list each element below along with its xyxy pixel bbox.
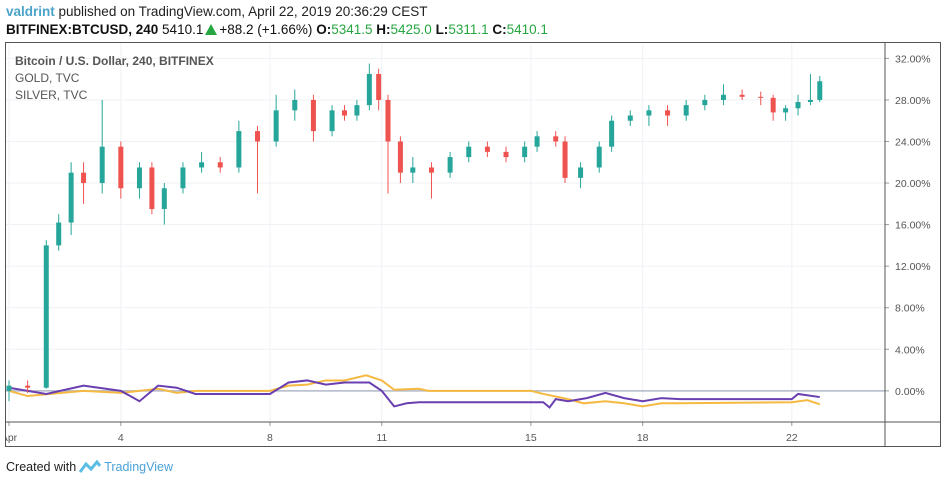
symbol-info: BITFINEX:BTCUSD, 240 5410.1 +88.2 (+1.66%… [6, 22, 548, 37]
legend-silver: SILVER, TVC [15, 88, 88, 102]
candle-body [627, 115, 633, 121]
symbol-name: BITFINEX:BTCUSD, 240 [6, 22, 159, 37]
candle-body [758, 96, 764, 98]
candle-body [136, 167, 142, 189]
candle-body [310, 99, 316, 132]
candle-body [503, 151, 509, 158]
chart-legend: Bitcoin / U.S. Dollar, 240, BITFINEX GOL… [15, 53, 214, 104]
candle-body [118, 146, 124, 189]
candle-body [702, 99, 708, 106]
y-tick-label: 12.00% [895, 261, 931, 273]
candle-body [376, 73, 382, 100]
candle-body [807, 99, 813, 103]
legend-main-series: Bitcoin / U.S. Dollar, 240, BITFINEX [15, 54, 214, 68]
y-tick-label: 16.00% [895, 220, 931, 232]
up-arrow-icon [205, 24, 218, 35]
candle-body [341, 110, 347, 116]
candle-body [199, 162, 205, 168]
low-label: L: [435, 22, 449, 37]
chart-frame [5, 42, 941, 447]
open-label: O: [316, 22, 332, 37]
candle-body [385, 99, 391, 142]
candle-body [646, 110, 652, 116]
x-tick-label: 22 [786, 432, 798, 444]
candle-body [81, 172, 87, 184]
y-tick-label: 28.00% [895, 95, 931, 107]
candle-body [273, 110, 279, 142]
candle-body [553, 136, 559, 142]
open-value: 5341.5 [331, 22, 373, 37]
line-series-gold [8, 374, 821, 408]
high-label: H: [376, 22, 391, 37]
candle-body [43, 245, 49, 388]
candle-body [783, 108, 789, 113]
tradingview-logo-icon [79, 460, 102, 473]
x-tick-label: 18 [637, 432, 649, 444]
candle-body [484, 146, 490, 152]
publish-text: published on TradingView.com, April 22, … [58, 4, 428, 19]
candle-body [149, 167, 155, 210]
y-tick-label: 32.00% [895, 53, 931, 65]
x-tick-label: Apr [5, 432, 18, 444]
y-tick-label: 0.00% [895, 386, 925, 398]
candle-body [795, 102, 801, 109]
candle-body [770, 97, 776, 113]
candle-body [466, 146, 472, 158]
x-tick-label: 8 [267, 432, 273, 444]
candle-body [236, 131, 242, 168]
candle-body [366, 73, 372, 106]
footer: Created with TradingView [6, 460, 173, 474]
candle-body [410, 167, 416, 173]
x-tick-label: 11 [376, 432, 387, 444]
candle-body [683, 105, 689, 116]
x-tick-label: 15 [525, 432, 537, 444]
candle-body [428, 167, 434, 173]
candle-body [329, 110, 335, 132]
y-tick-label: 4.00% [895, 344, 925, 356]
candle-body [25, 385, 31, 388]
candle-body [6, 385, 12, 391]
candle-body [739, 94, 745, 97]
candle-body [354, 105, 360, 116]
low-value: 5311.1 [448, 22, 489, 37]
candle-body [161, 188, 167, 210]
y-tick-label: 20.00% [895, 178, 931, 190]
candle-body [817, 81, 823, 100]
candle-body [665, 110, 671, 116]
y-tick-label: 8.00% [895, 303, 925, 315]
line-series-silver [8, 379, 820, 409]
candle-body [68, 172, 74, 223]
x-tick-label: 4 [118, 432, 124, 444]
close-value: 5410.1 [506, 22, 548, 37]
legend-gold: GOLD, TVC [15, 71, 80, 85]
price-chart[interactable]: 32.00% 28.00% 24.00% 20.00% 16.00% 12.00% 8.00… [5, 42, 941, 447]
author-link[interactable]: valdrint [6, 4, 55, 19]
candle-body [447, 157, 453, 173]
candle-body [522, 146, 528, 158]
candle-body [255, 131, 261, 142]
candle-body [292, 99, 298, 111]
candle-body [99, 146, 105, 184]
candle-body [720, 94, 726, 100]
created-with-text: Created with [6, 460, 77, 474]
candle-body [217, 162, 223, 168]
candle-body [56, 222, 62, 246]
candle-body [534, 136, 540, 147]
candle-body [596, 146, 602, 168]
candle-body [609, 120, 615, 147]
y-tick-label: 24.00% [895, 137, 931, 149]
tradingview-link[interactable]: TradingView [104, 460, 173, 474]
candle-body [397, 141, 403, 173]
high-value: 5425.0 [390, 22, 432, 37]
close-label: C: [492, 22, 507, 37]
publish-info: valdrint published on TradingView.com, A… [6, 4, 428, 19]
last-price: 5410.1 [162, 22, 204, 37]
candle-body [180, 167, 186, 189]
candle-body [562, 141, 568, 178]
candle-body [578, 167, 584, 178]
price-change: +88.2 (+1.66%) [219, 22, 313, 37]
